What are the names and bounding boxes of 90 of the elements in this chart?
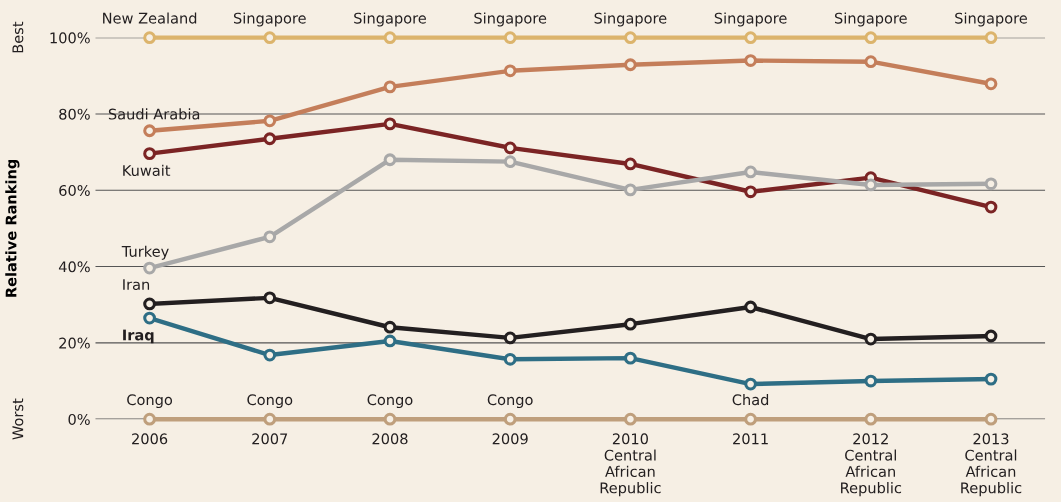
annotation: Congo <box>247 394 293 409</box>
annotation: New Zealand <box>103 12 197 24</box>
point <box>143 412 156 426</box>
point <box>624 412 637 426</box>
x-tick-label: 2013 Central African Republic <box>961 433 1022 497</box>
annotation: Singapore <box>714 12 787 27</box>
y-tick-label: 40% <box>58 261 90 273</box>
annotation: Congo <box>127 394 173 409</box>
point <box>503 141 517 155</box>
point <box>624 31 637 45</box>
series-label: Iran <box>123 279 150 291</box>
point <box>744 185 757 199</box>
y-axis-title: Relative Ranking <box>5 159 20 297</box>
point <box>984 77 998 91</box>
point <box>864 178 878 192</box>
x-tick-label: 2012 Central African Republic <box>841 433 902 497</box>
series-label: Turkey <box>121 245 169 260</box>
y-tick-label: 60% <box>59 184 90 197</box>
x-tick-label: 2009 <box>492 433 528 445</box>
point <box>383 334 397 348</box>
point <box>263 230 277 244</box>
x-tick-label: 2007 <box>252 433 288 445</box>
annotation: Singapore <box>474 12 547 27</box>
annotation: Congo <box>367 394 413 409</box>
text: Best <box>12 21 24 53</box>
x-tick-label: 2006 <box>132 433 168 445</box>
point <box>263 291 277 305</box>
point <box>624 58 637 72</box>
point <box>864 332 878 346</box>
point <box>263 132 277 146</box>
point <box>864 374 878 388</box>
point <box>624 317 637 331</box>
point <box>503 412 517 426</box>
point <box>864 31 878 45</box>
point <box>263 114 277 128</box>
point <box>744 165 757 179</box>
point <box>984 177 998 191</box>
annotation: Singapore <box>354 12 426 27</box>
point <box>503 331 517 345</box>
x-tick-label: 2011 <box>733 433 768 445</box>
series-label: Iraq <box>123 329 154 344</box>
y-tick-label: 0% <box>68 413 90 425</box>
point <box>744 412 757 426</box>
y-tick-label: 20% <box>59 337 90 349</box>
point <box>744 31 757 45</box>
point <box>383 117 397 131</box>
point <box>383 80 397 94</box>
point <box>624 351 637 365</box>
x-tick-label: 2010 Central African Republic <box>600 433 661 497</box>
annotation: Singapore <box>834 12 907 27</box>
point <box>143 31 156 45</box>
point <box>263 412 277 426</box>
point <box>503 64 517 78</box>
point <box>383 412 397 426</box>
point <box>864 55 878 69</box>
series-label: Saudi Arabia <box>108 108 200 120</box>
point <box>263 31 277 45</box>
point <box>744 377 757 391</box>
annotation: Singapore <box>955 12 1027 27</box>
point <box>383 31 397 45</box>
y-tick-label: 80% <box>59 108 90 120</box>
point <box>503 352 517 366</box>
annotation: Singapore <box>594 12 667 27</box>
series-label: Kuwait <box>123 164 171 177</box>
point <box>143 124 156 138</box>
y-tick-label: 100% <box>50 32 90 44</box>
point <box>383 320 397 334</box>
annotation: Singapore <box>233 12 306 27</box>
x-tick-label: 2008 <box>372 433 408 445</box>
point <box>744 300 757 314</box>
point <box>984 329 998 343</box>
point <box>984 200 998 214</box>
point <box>984 412 998 426</box>
point <box>143 297 156 311</box>
point <box>143 147 156 161</box>
annotation: Congo <box>487 394 533 409</box>
point <box>624 183 637 197</box>
point <box>984 31 998 45</box>
text: Worst <box>12 398 24 440</box>
point <box>864 412 878 426</box>
point <box>984 372 998 386</box>
point <box>263 348 277 362</box>
annotation: Chad <box>732 393 769 406</box>
point <box>143 311 156 325</box>
point <box>744 54 757 67</box>
point <box>624 157 637 171</box>
point <box>503 31 517 45</box>
point <box>503 155 517 169</box>
point <box>143 261 156 275</box>
point <box>383 153 397 167</box>
